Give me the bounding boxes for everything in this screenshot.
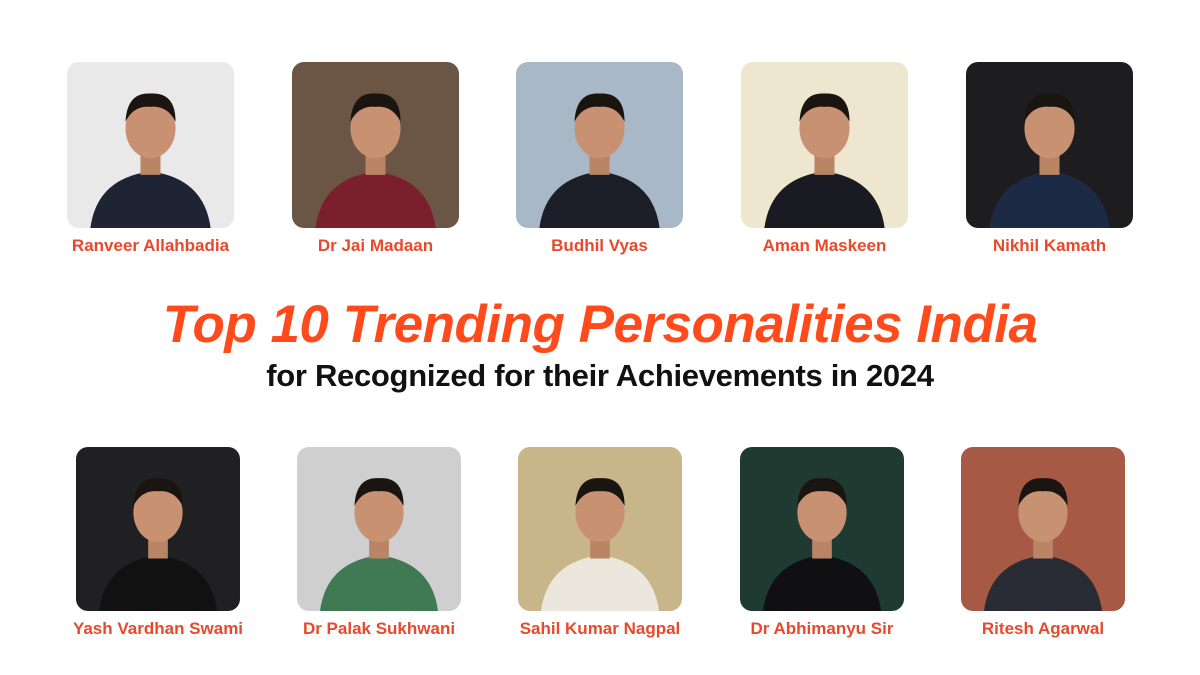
portrait-photo (76, 447, 240, 611)
portrait-photo (740, 447, 904, 611)
portrait-photo (518, 447, 682, 611)
portrait-photo (297, 447, 461, 611)
personality-name: Nikhil Kamath (992, 236, 1107, 255)
personality-card: Sahil Kumar Nagpal (518, 447, 682, 639)
personality-name: Aman Maskeen (762, 236, 887, 255)
personality-card: Dr Jai Madaan (292, 62, 459, 256)
personality-card: Yash Vardhan Swami (73, 447, 243, 639)
personality-card: Aman Maskeen (741, 62, 908, 256)
portrait-photo (961, 447, 1125, 611)
personality-card: Dr Abhimanyu Sir (740, 447, 904, 639)
personality-name: Ranveer Allahbadia (71, 236, 230, 255)
page-title: Top 10 Trending Personalities India (162, 295, 1038, 354)
portrait-photo (516, 62, 683, 228)
personality-card: Nikhil Kamath (966, 62, 1133, 256)
personality-card: Budhil Vyas (516, 62, 683, 256)
personality-name: Budhil Vyas (551, 236, 648, 255)
portrait-photo (292, 62, 459, 228)
personality-name: Sahil Kumar Nagpal (519, 619, 681, 638)
personality-name: Ritesh Agarwal (981, 619, 1105, 638)
personality-card: Ritesh Agarwal (961, 447, 1125, 639)
personality-name: Dr Abhimanyu Sir (750, 619, 894, 638)
personality-card: Dr Palak Sukhwani (297, 447, 461, 639)
page-subtitle: for Recognized for their Achievements in… (266, 358, 934, 393)
portrait-photo (966, 62, 1133, 228)
personality-name: Dr Palak Sukhwani (302, 619, 456, 638)
portrait-photo (67, 62, 234, 228)
personality-name: Yash Vardhan Swami (72, 619, 244, 638)
personality-card: Ranveer Allahbadia (67, 62, 234, 256)
personality-name: Dr Jai Madaan (317, 236, 434, 255)
portrait-photo (741, 62, 908, 228)
